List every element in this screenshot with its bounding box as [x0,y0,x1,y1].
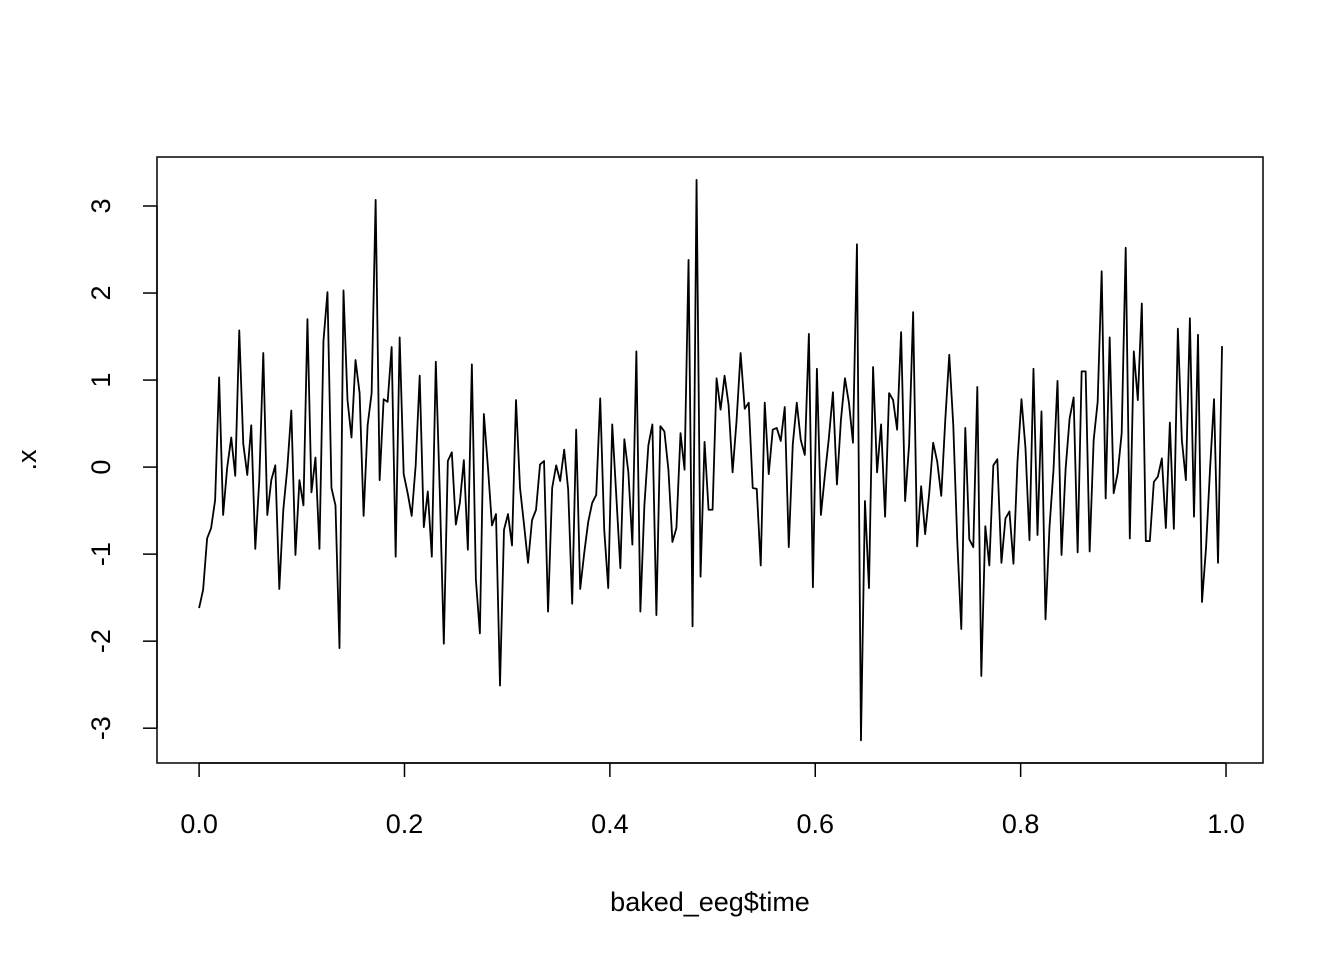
data-line [198,178,1223,742]
y-tick-label: 1 [86,373,116,388]
y-tick-label: 2 [86,286,116,301]
x-tick-label: 1.0 [1207,809,1245,839]
x-tick-label: 0.4 [591,809,629,839]
y-tick-label: -1 [86,542,116,566]
y-tick-label: -3 [86,716,116,740]
plot-box [156,156,1264,764]
x-axis-label: baked_eeg$time [610,887,810,917]
y-tick-label: 3 [86,198,116,213]
x-tick-label: 0.8 [1002,809,1040,839]
y-axis-label: .x [12,449,42,471]
x-tick-label: 0.6 [796,809,834,839]
y-tick-label: 0 [86,460,116,475]
x-tick-label: 0.0 [180,809,218,839]
x-tick-label: 0.2 [386,809,424,839]
y-tick-label: -2 [86,629,116,653]
